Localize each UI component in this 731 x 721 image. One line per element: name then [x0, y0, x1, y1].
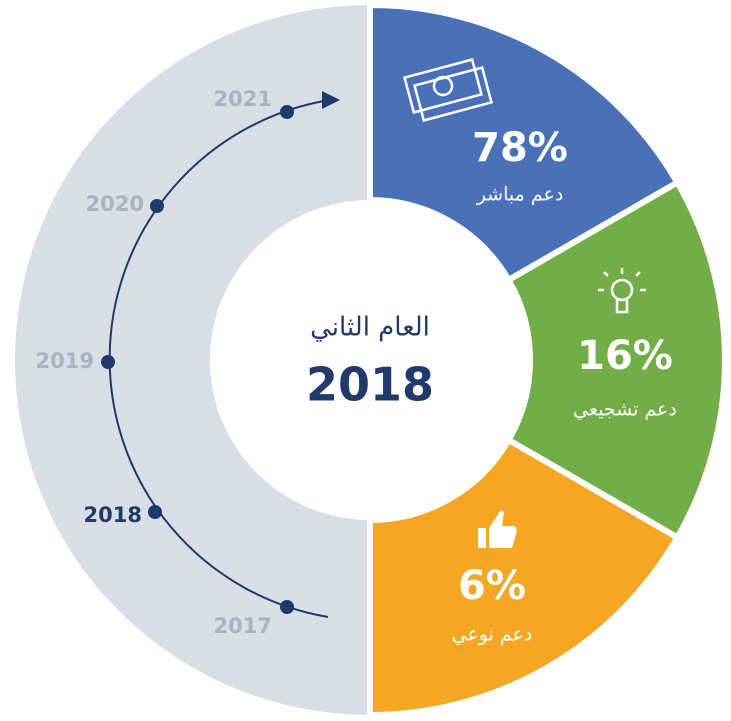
- thumb-icon: [478, 510, 517, 548]
- segment-percent: 6%: [458, 563, 526, 609]
- timeline-dot: [280, 105, 294, 119]
- bulb-icon: [598, 268, 646, 314]
- timeline-dot: [101, 355, 115, 369]
- segment-label: دعم تشجيعي: [573, 399, 677, 421]
- timeline-dot: [150, 199, 164, 213]
- timeline-arrow: [322, 91, 340, 109]
- timeline-year: 2019: [36, 349, 94, 373]
- segment-percent: 16%: [577, 333, 673, 379]
- money-icon: [403, 58, 493, 122]
- timeline-year: 2021: [214, 87, 272, 111]
- segment-label: دعم نوعي: [452, 624, 533, 646]
- segment-percent: 78%: [472, 125, 568, 171]
- center-circle: [210, 200, 530, 520]
- timeline-dot: [280, 600, 294, 614]
- segment-label: دعم مباشر: [476, 184, 564, 206]
- timeline-year: 2020: [86, 192, 144, 216]
- center-label: العام الثاني: [310, 313, 430, 343]
- timeline-year: 2017: [214, 614, 272, 638]
- timeline-dot: [148, 505, 162, 519]
- timeline-points: [101, 105, 294, 614]
- timeline-year-current: 2018: [84, 503, 142, 527]
- center-year: 2018: [306, 358, 434, 412]
